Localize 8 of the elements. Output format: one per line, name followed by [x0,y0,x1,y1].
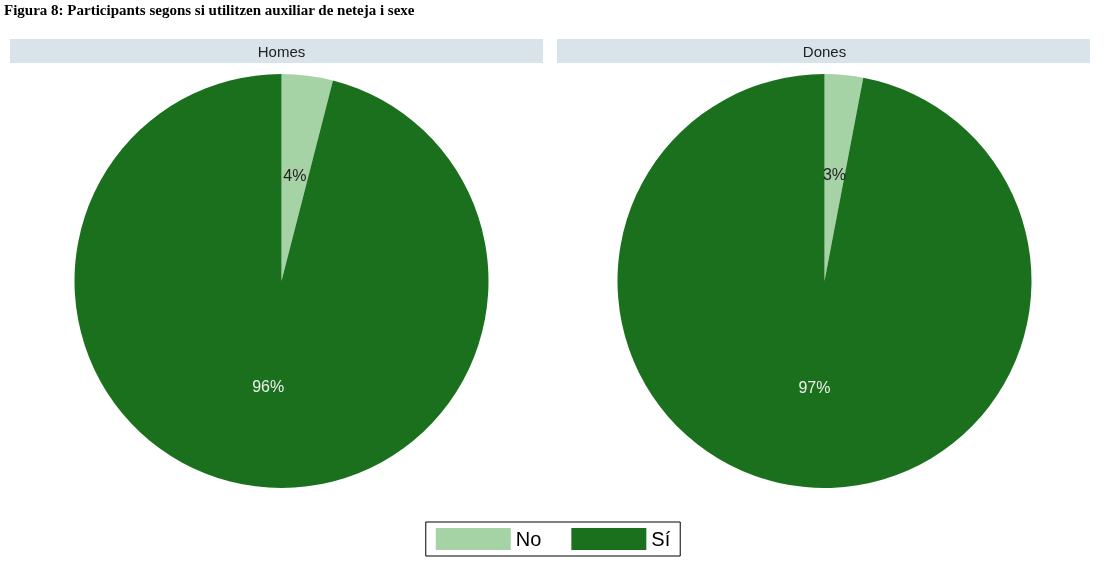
data-label: 97% [798,378,831,396]
legend-label: Sí [651,528,671,550]
slice-label: Homes [257,42,306,60]
legend-label: No [515,528,542,550]
slice-label: Dones [802,42,847,60]
data-label: 4% [283,166,307,184]
text: Figura 8: Participants segons si utilitzen auxiliar de neteja i sexe [4,1,415,18]
data-label: 96% [252,378,285,396]
